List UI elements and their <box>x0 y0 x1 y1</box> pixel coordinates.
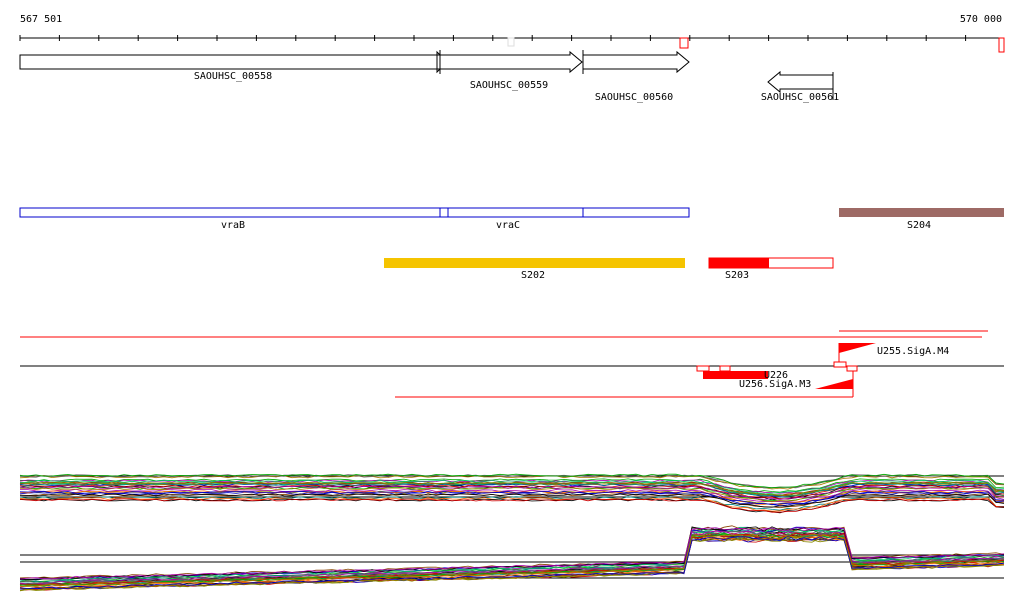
coordinate-axis: 567 501 570 000 <box>19 14 1005 53</box>
operon-label: vraC <box>496 220 520 231</box>
segment-s202[interactable]: S202 <box>384 258 685 281</box>
gene-arrow <box>436 50 583 74</box>
profile-trace <box>19 490 1005 505</box>
segment-label: S203 <box>725 270 749 281</box>
feature-label: U256.SigA.M3 <box>739 379 811 390</box>
segment-bar <box>839 208 1004 217</box>
operon-track: vraB vraC S204 <box>19 207 1004 231</box>
profile-trace <box>19 488 1005 503</box>
profile-trace <box>19 498 1004 513</box>
profile-trace <box>19 475 1005 490</box>
segment-label: S204 <box>907 220 931 231</box>
axis-end-label: 570 000 <box>960 14 1002 25</box>
axis-marker <box>998 37 1005 53</box>
profile-trace <box>19 536 1005 591</box>
operon-box <box>439 207 690 218</box>
profile-traces <box>19 473 1005 514</box>
feature-label: U255.SigA.M4 <box>877 346 949 357</box>
profile-trace <box>19 535 1005 589</box>
gene-track: SAOUHSC_00558 SAOUHSC_00559 SAOUHSC_0056… <box>19 50 839 103</box>
gene-saouhsc-00560[interactable]: SAOUHSC_00560 <box>582 50 690 103</box>
profile-trace <box>19 481 1005 496</box>
gene-label: SAOUHSC_00558 <box>194 71 272 82</box>
profile-trace <box>19 526 1005 580</box>
segment-track: S202 S203 <box>384 257 834 281</box>
profile-traces <box>19 525 1005 592</box>
gene-arrow <box>767 70 834 94</box>
gene-saouhsc-00559[interactable]: SAOUHSC_00559 <box>436 50 583 91</box>
segment-label: S202 <box>521 270 545 281</box>
feature-wedge <box>815 379 853 389</box>
profile-trace <box>19 498 1005 514</box>
axis-marker <box>679 37 689 49</box>
segment-s203[interactable]: S203 <box>708 257 834 281</box>
segment-bar <box>384 258 685 268</box>
operon-label: vraB <box>221 220 245 231</box>
operon-vrac[interactable]: vraC <box>439 207 690 231</box>
profile-trace <box>19 493 1005 508</box>
feature-bar <box>703 371 768 379</box>
expression-profile-bottom <box>19 525 1005 592</box>
feature-u255[interactable]: U255.SigA.M4 <box>833 343 949 368</box>
operon-box <box>19 207 441 218</box>
profile-trace <box>19 484 1005 500</box>
feature-track: U255.SigA.M4 U226 U256.SigA.M3 <box>20 330 1004 398</box>
axis-start-label: 567 501 <box>20 14 62 25</box>
segment-s204[interactable]: S204 <box>839 208 1004 231</box>
feature-u256[interactable]: U256.SigA.M3 <box>739 365 858 397</box>
profile-trace <box>19 479 1005 495</box>
gene-saouhsc-00561[interactable]: SAOUHSC_00561 <box>761 70 839 103</box>
profile-trace <box>19 473 1005 489</box>
gene-label: SAOUHSC_00560 <box>595 92 673 103</box>
profile-trace <box>19 485 1005 500</box>
gene-arrow <box>19 50 448 74</box>
feature-marker <box>846 365 858 372</box>
profile-trace <box>19 497 1005 512</box>
gene-label: SAOUHSC_00559 <box>470 80 548 91</box>
operon-vrab[interactable]: vraB <box>19 207 441 231</box>
profile-trace <box>19 491 1005 507</box>
profile-trace <box>19 526 1005 582</box>
profile-trace <box>19 533 1005 588</box>
axis-marker <box>507 37 515 47</box>
profile-trace <box>19 534 1005 588</box>
gene-saouhsc-00558[interactable]: SAOUHSC_00558 <box>19 50 448 82</box>
feature-marker <box>696 365 710 372</box>
profile-trace <box>19 483 1005 498</box>
feature-marker <box>833 361 847 368</box>
feature-wedge <box>839 343 876 353</box>
segment-bar-fill <box>709 258 769 268</box>
expression-profile-top <box>19 473 1005 514</box>
gene-label: SAOUHSC_00561 <box>761 92 839 103</box>
feature-marker <box>719 365 731 372</box>
gene-arrow <box>582 50 690 74</box>
feature-label: U226 <box>764 370 788 381</box>
feature-u226[interactable]: U226 <box>696 365 788 381</box>
axis-ticks <box>19 35 967 41</box>
